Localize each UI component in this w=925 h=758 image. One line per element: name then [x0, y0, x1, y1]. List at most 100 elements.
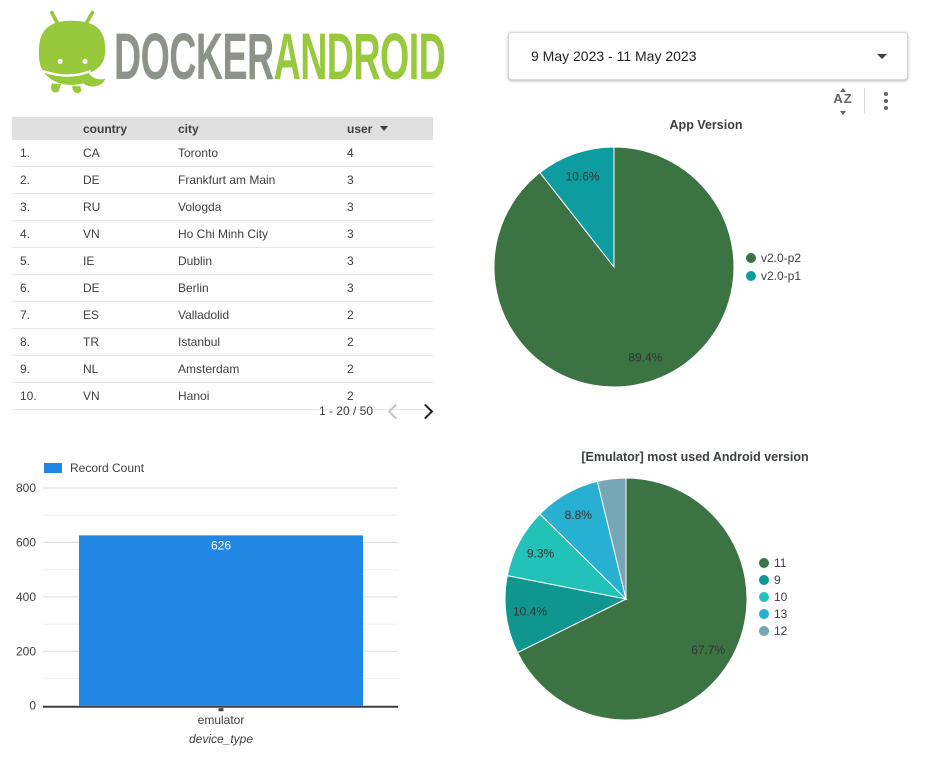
pie-title: App Version [669, 118, 743, 132]
cell-index: 3. [20, 200, 31, 214]
dropdown-caret-icon [877, 54, 887, 59]
svg-text:0: 0 [29, 699, 36, 713]
cell-city: Vologda [178, 200, 222, 214]
pie-slice-9 [504, 575, 628, 654]
bar-emulator [79, 535, 363, 706]
table-row: 10. VN Hanoi 2 [12, 383, 433, 410]
toolbar-divider [864, 88, 865, 114]
cell-city: Amsterdam [178, 362, 240, 376]
svg-text:8.8%: 8.8% [565, 508, 593, 522]
svg-text:10.4%: 10.4% [513, 605, 547, 619]
cell-country: CA [83, 146, 100, 160]
cell-user: 2 [347, 362, 354, 376]
svg-text:device_type: device_type [189, 732, 253, 746]
table-header-user[interactable]: user [347, 122, 433, 136]
date-range-value: 9 May 2023 - 11 May 2023 [531, 48, 697, 64]
cell-user: 2 [347, 335, 354, 349]
chevron-left-icon[interactable] [387, 403, 404, 420]
legend-label: 10 [774, 589, 788, 604]
table-header-city[interactable]: city [178, 121, 199, 136]
record-count-bar-chart: Record Count 0 200 400 600 800 626 emulator dev… [10, 448, 422, 752]
table-row: 1. CA Toronto 4 [12, 140, 433, 167]
sort-up-caret-icon [840, 88, 846, 92]
kebab-menu-icon[interactable] [882, 92, 890, 112]
table-row: 3. RU Vologda 3 [12, 194, 433, 221]
legend-dot [759, 591, 769, 602]
bar-chart-legend: Record Count [44, 461, 144, 475]
dockerandroid-logo: DOCKERANDROID [28, 2, 448, 102]
table-header-row: country city user [12, 117, 433, 140]
cell-city: Hanoi [178, 389, 210, 403]
legend-item-10: 10 [759, 588, 787, 605]
cell-city: Dublin [178, 254, 213, 268]
cell-city: Valladolid [178, 308, 230, 322]
svg-text:emulator: emulator [198, 713, 245, 727]
android-version-pie-chart: [Emulator] most used Android version 67.… [465, 450, 925, 752]
cell-country: VN [83, 227, 100, 241]
sort-letter-a: A [833, 91, 844, 106]
cell-index: 8. [20, 335, 31, 349]
pie-slice-11 [516, 478, 748, 721]
table-row: 8. TR Istanbul 2 [12, 329, 433, 356]
svg-text:200: 200 [16, 644, 36, 658]
pie-slice-v2.0-p1 [539, 146, 615, 269]
chevron-right-icon[interactable] [417, 403, 434, 420]
svg-text:67.7%: 67.7% [691, 643, 725, 657]
cell-country: DE [83, 173, 100, 187]
cell-country: NL [83, 362, 99, 376]
app-version-pie-svg: 89.4% 10.6% [493, 146, 735, 388]
svg-text:10.6%: 10.6% [566, 169, 600, 183]
cell-user: 3 [347, 200, 354, 214]
cell-city: Ho Chi Minh City [178, 227, 269, 241]
table-header-country[interactable]: country [83, 121, 128, 136]
logo-text-android: ANDROID [273, 19, 446, 93]
legend-item-13: 13 [759, 605, 787, 622]
cell-index: 1. [20, 146, 31, 160]
cell-user: 3 [347, 281, 354, 295]
legend-dot [759, 574, 769, 585]
logo-text: DOCKERANDROID [114, 18, 446, 94]
table-row: 6. DE Berlin 3 [12, 275, 433, 302]
sort-desc-icon [380, 126, 389, 131]
legend-dot [759, 557, 769, 568]
android-version-legend: 11 9 10 13 12 [759, 554, 787, 639]
cell-index: 2. [20, 173, 31, 187]
cell-index: 4. [20, 227, 31, 241]
legend-label: Record Count [70, 461, 145, 475]
bar-chart-svg: 0 200 400 600 800 626 emulator device_type [16, 481, 398, 746]
cell-city: Istanbul [178, 335, 221, 349]
geo-users-table: country city user 1. CA Toronto 4 2. DE Frankf… [12, 117, 433, 410]
sort-letter-z: Z [843, 91, 853, 106]
cell-index: 7. [20, 308, 31, 322]
legend-label: v2.0-p2 [761, 251, 802, 265]
cell-city: Frankfurt am Main [178, 173, 276, 187]
cell-user: 2 [347, 389, 354, 403]
sort-down-caret-icon [840, 111, 846, 115]
table-row: 5. IE Dublin 3 [12, 248, 433, 275]
svg-text:626: 626 [211, 538, 231, 552]
legend-label: v2.0-p1 [761, 269, 802, 283]
table-body: 1. CA Toronto 4 2. DE Frankfurt am Main 3 3. RU Vo… [12, 140, 433, 410]
svg-text:89.4%: 89.4% [628, 351, 662, 365]
whale-android-mascot-icon [38, 10, 106, 94]
table-row: 7. ES Valladolid 2 [12, 302, 433, 329]
cell-user: 4 [347, 146, 354, 160]
cell-country: TR [83, 335, 99, 349]
table-pagination: 1 - 20 / 50 [12, 399, 434, 423]
pie-slice-12 [596, 478, 627, 600]
table-row: 4. VN Ho Chi Minh City 3 [12, 221, 433, 248]
svg-text:600: 600 [16, 535, 36, 549]
cell-country: ES [83, 308, 100, 322]
cell-country: RU [83, 200, 101, 214]
app-version-legend: v2.0-p2 v2.0-p1 [746, 249, 801, 285]
android-version-pie-svg: 67.7% 10.4% 9.3% 8.8% [504, 478, 748, 721]
pagination-range: 1 - 20 / 50 [318, 404, 373, 418]
table-row: 2. DE Frankfurt am Main 3 [12, 167, 433, 194]
sort-az-icon[interactable]: AZ [828, 88, 858, 115]
date-range-selector[interactable]: 9 May 2023 - 11 May 2023 [508, 32, 908, 80]
legend-label: 13 [774, 606, 788, 621]
cell-country: VN [83, 389, 100, 403]
legend-item-v2.0-p1: v2.0-p1 [746, 267, 801, 285]
cell-country: IE [83, 254, 95, 268]
